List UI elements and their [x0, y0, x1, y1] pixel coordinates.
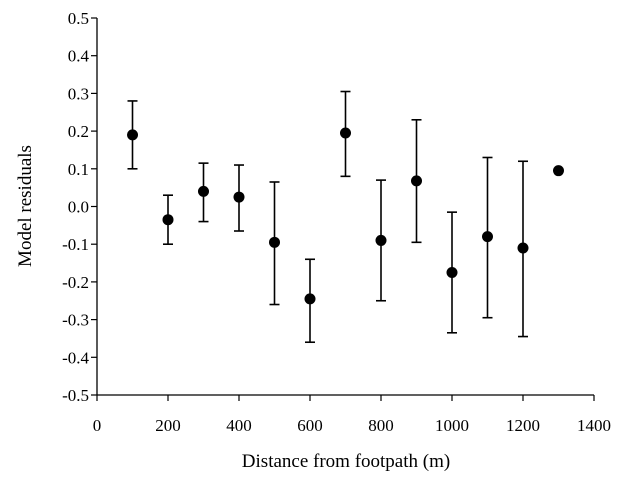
- y-tick-label: 0.3: [68, 84, 89, 103]
- tick-group: 0.5 0.4 0.3 0.2 0.1 0.0 -0.1 -0.2 -0.3 -0.4 -0.50 2…: [62, 9, 611, 435]
- data-point: [127, 129, 138, 141]
- data-point: [269, 236, 280, 248]
- data-point: [517, 242, 529, 254]
- data-point: [375, 234, 387, 246]
- data-point: [198, 185, 209, 197]
- y-tick-label: -0.4: [62, 348, 89, 367]
- y-axis-title: Model residuals: [15, 145, 36, 267]
- x-tick-label: 1000: [435, 416, 469, 435]
- x-axis-title: Distance from footpath (m): [242, 451, 450, 472]
- y-tick-label: -0.2: [62, 273, 89, 292]
- axes: [96, 18, 594, 396]
- data-point: [553, 165, 564, 177]
- x-tick-label: 200: [155, 416, 181, 435]
- y-tick-label: 0.1: [68, 160, 89, 179]
- data-point: [304, 293, 316, 305]
- x-tick-label: 800: [368, 416, 394, 435]
- y-tick-label: -0.3: [62, 311, 89, 330]
- x-tick-label: 1200: [506, 416, 540, 435]
- y-tick-label: 0.5: [68, 9, 89, 28]
- x-tick-label: 600: [297, 416, 323, 435]
- y-tick-label: 0.2: [68, 122, 89, 141]
- error-bar-group: [127, 90, 528, 344]
- point-group: [127, 127, 564, 305]
- y-tick-label: -0.5: [62, 386, 89, 405]
- data-point: [446, 266, 458, 278]
- data-point: [162, 214, 174, 226]
- y-tick-label: -0.1: [62, 235, 89, 254]
- data-point: [411, 175, 422, 187]
- y-tick-label: 0.0: [68, 198, 89, 217]
- x-tick-label: 400: [226, 416, 252, 435]
- data-point: [340, 127, 351, 139]
- data-point: [233, 191, 245, 203]
- y-tick-label: 0.4: [68, 47, 90, 66]
- x-tick-label: 1400: [577, 416, 611, 435]
- data-point: [482, 231, 493, 243]
- x-tick-label: 0: [93, 416, 102, 435]
